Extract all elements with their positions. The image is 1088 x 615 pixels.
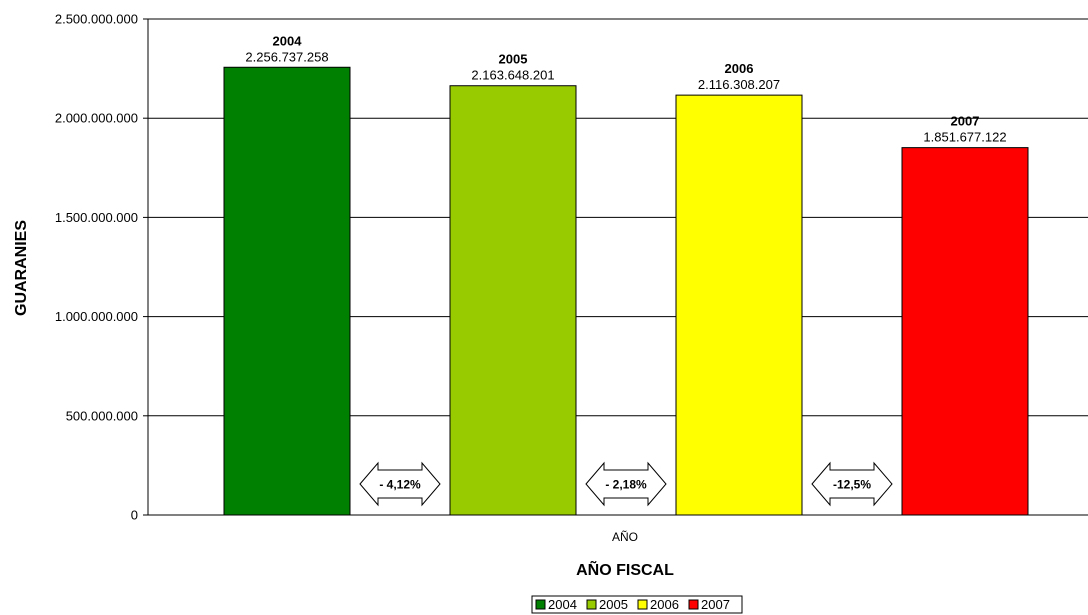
- bar-2007: [901, 147, 1029, 516]
- bar-year-label: 2005: [499, 52, 528, 67]
- bar-value-label: 2.256.737.258: [245, 49, 328, 64]
- legend-label: 2004: [548, 597, 577, 612]
- legend-swatch: [637, 599, 648, 610]
- legend: 2004 2005 2006 2007: [531, 595, 743, 614]
- axes: 0 500.000.000 1.000.000.000 1.500.000.000 2.…: [55, 12, 1088, 523]
- bar-value-label: 2.163.648.201: [471, 68, 554, 83]
- y-tick-label: 0: [131, 508, 138, 523]
- x-axis-title: AÑO FISCAL: [576, 559, 674, 579]
- y-tick-label: 2.500.000.000: [55, 12, 138, 27]
- y-tick-label: 500.000.000: [66, 408, 138, 423]
- double-arrow-icon: [811, 461, 893, 507]
- legend-label: 2007: [701, 597, 730, 612]
- change-arrows: - 4,12% - 2,18% -12,5%: [359, 461, 893, 507]
- y-tick-label: 1.000.000.000: [55, 309, 138, 324]
- legend-swatch: [688, 599, 699, 610]
- legend-swatch: [586, 599, 597, 610]
- change-percent-label: - 2,18%: [605, 478, 647, 492]
- bar-value-label: 2.116.308.207: [698, 77, 780, 92]
- bar-2005: [449, 85, 577, 516]
- change-percent-label: -12,5%: [833, 478, 871, 492]
- y-tick-label: 2.000.000.000: [55, 111, 138, 126]
- bar-2004: [223, 66, 351, 516]
- double-arrow-icon: [359, 461, 441, 507]
- legend-swatch: [535, 599, 546, 610]
- bar-year-label: 2004: [273, 33, 303, 48]
- legend-label: 2005: [599, 597, 628, 612]
- x-axis-category-label: AÑO: [612, 530, 638, 544]
- legend-label: 2006: [650, 597, 679, 612]
- bar-value-label: 1.851.677.122: [923, 130, 1006, 145]
- y-axis-title: GUARANIES: [13, 220, 30, 316]
- change-percent-label: - 4,12%: [379, 478, 421, 492]
- bar-year-label: 2006: [725, 61, 754, 76]
- y-tick-label: 1.500.000.000: [55, 210, 138, 225]
- bar-2006: [675, 94, 803, 516]
- double-arrow-icon: [585, 461, 667, 507]
- bar-year-label: 2007: [951, 114, 980, 129]
